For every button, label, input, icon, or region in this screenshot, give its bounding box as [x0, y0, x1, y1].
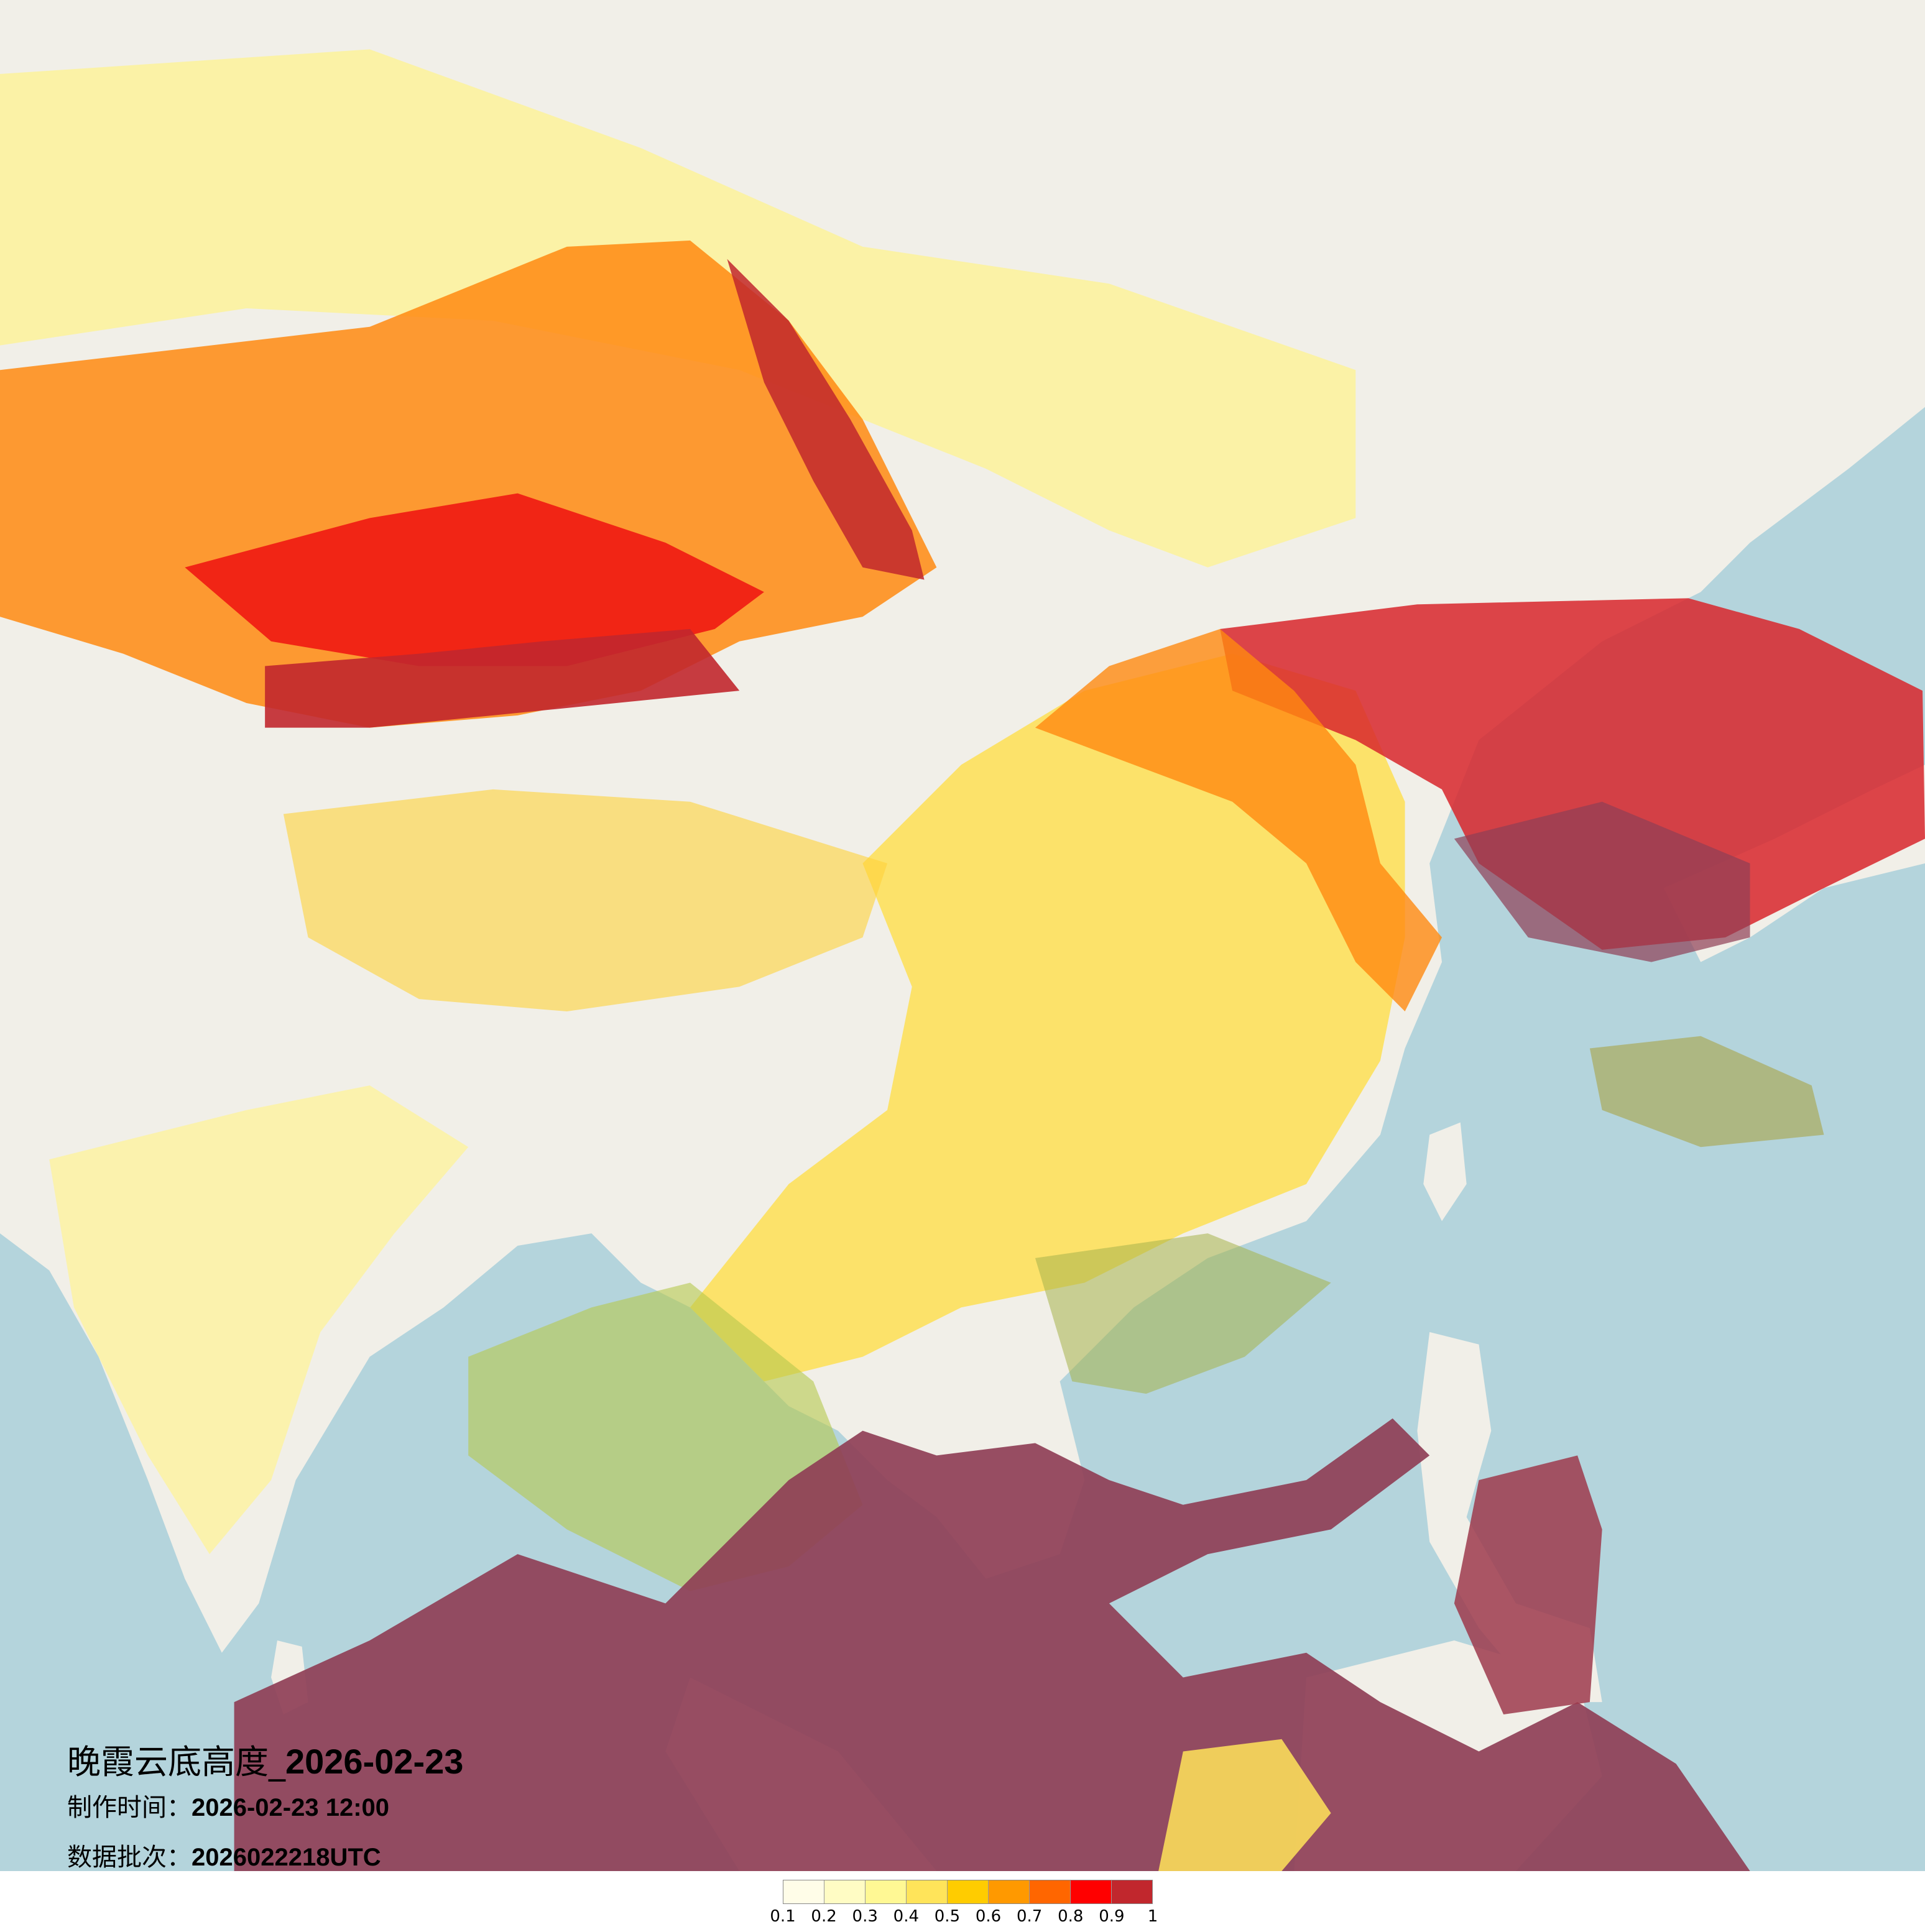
- cloud-layer-tibet: [283, 789, 888, 1012]
- cloud-layer-orange-north-china: [1035, 628, 1443, 1012]
- cloud-layer-yellow-east-china: [690, 653, 1405, 1382]
- data-batch-value: 2026022218UTC: [192, 1844, 381, 1871]
- legend-labels: 0.1 0.2 0.3 0.4 0.5 0.6 0.7 0.8 0.9 1: [770, 1907, 1165, 1930]
- cloud-layer-darkred-philippines: [1454, 1455, 1602, 1715]
- legend-label: 1: [1147, 1907, 1158, 1926]
- land-taiwan: [1423, 1122, 1467, 1221]
- cloud-layer-darkred-south: [234, 1418, 1750, 1871]
- cloud-layer-red-northeast: [1220, 598, 1925, 950]
- map-canvas[interactable]: [0, 0, 1925, 1871]
- cloud-layer-olive-pacific: [1589, 1036, 1824, 1148]
- legend-label: 0.6: [975, 1907, 1002, 1926]
- map-layers: [0, 0, 1925, 1871]
- legend-swatch: [1071, 1880, 1112, 1903]
- production-time-line: 制作时间：2026-02-23 12:00: [67, 1787, 389, 1823]
- cloud-layer-yellow-borneo: [1158, 1739, 1331, 1871]
- cloud-layer-darkred-northwest: [265, 628, 740, 728]
- legend-swatch: [948, 1880, 989, 1903]
- legend-swatch: [866, 1880, 907, 1903]
- legend-swatch: [1112, 1880, 1152, 1903]
- cloud-layer-yellow-india: [49, 1085, 469, 1555]
- legend-swatch: [783, 1880, 824, 1903]
- production-time-value: 2026-02-23 12:00: [192, 1794, 390, 1821]
- map-title: 晚霞云底高度_2026-02-23: [67, 1734, 463, 1783]
- legend-label: 0.2: [811, 1907, 837, 1926]
- land-philippines: [1417, 1332, 1602, 1703]
- legend-label: 0.3: [852, 1907, 878, 1926]
- map-title-date: 2026-02-23: [285, 1742, 464, 1781]
- legend-label: 0.8: [1058, 1907, 1084, 1926]
- cloud-layer-olive-scs: [1035, 1233, 1331, 1394]
- cloud-layer-darkred-mongolia: [727, 259, 925, 580]
- legend-label: 0.1: [770, 1907, 796, 1926]
- map-title-prefix: 晚霞云底高度_: [67, 1742, 285, 1782]
- data-batch-label: 数据批次：: [67, 1843, 192, 1872]
- legend-label: 0.7: [1016, 1907, 1043, 1926]
- legend-label: 0.5: [934, 1907, 961, 1926]
- legend-swatch: [1030, 1880, 1071, 1903]
- color-legend: [783, 1880, 1153, 1904]
- data-batch-line: 数据批次：2026022218UTC: [67, 1837, 381, 1873]
- cloud-layer-darkred-yellowsea: [1454, 801, 1750, 962]
- legend-swatch: [824, 1880, 866, 1903]
- cloud-layer-red-northwest: [185, 493, 764, 666]
- legend-swatch: [989, 1880, 1030, 1903]
- production-time-label: 制作时间：: [67, 1793, 192, 1822]
- legend-label: 0.9: [1099, 1907, 1125, 1926]
- legend-swatch: [907, 1880, 948, 1903]
- legend-label: 0.4: [893, 1907, 920, 1926]
